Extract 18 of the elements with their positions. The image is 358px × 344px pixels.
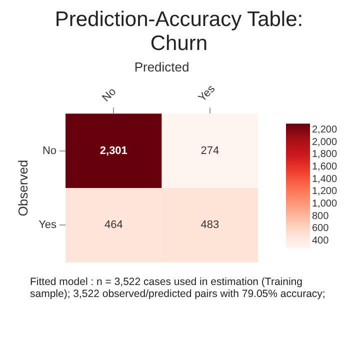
color-bar-label: 1,000 — [312, 198, 338, 210]
data-label: 483 — [200, 219, 220, 232]
color-bar-label: 1,200 — [312, 186, 338, 198]
color-bar-label: 800 — [312, 210, 330, 222]
color-bar-label: 1,400 — [312, 174, 338, 185]
data-label: 2,301 — [100, 144, 128, 157]
color-bar-label: 1,800 — [312, 149, 338, 160]
color-bar-label: 400 — [312, 235, 330, 246]
data-label: 274 — [200, 144, 220, 157]
color-bar-label: 2,200 — [312, 124, 338, 136]
chart-title: Prediction-Accuracy Table: Churn — [54, 8, 304, 56]
text: Fitted model : n = 3,522 cases used in estimation (Training sample); 3,522 observed/predicted pairs with 79.05% accuracy; — [30, 276, 326, 300]
color-bar-label: 2,000 — [312, 136, 338, 148]
y-axis-title: Observed — [15, 160, 30, 216]
color-bar-label: 1,600 — [312, 162, 338, 173]
color-bar-label: 600 — [312, 223, 330, 234]
x-axis-title: Predicted — [134, 59, 190, 74]
data-label: 464 — [104, 219, 123, 232]
